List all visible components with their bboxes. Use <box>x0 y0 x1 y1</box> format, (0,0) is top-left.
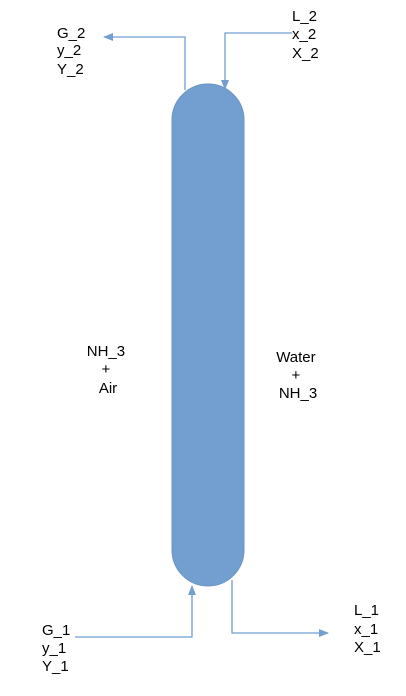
liquid-inlet-label-line: X_2 <box>292 45 319 62</box>
gas-phase-label: NH_3 + Air <box>87 343 130 397</box>
gas-inlet-label-line: y_1 <box>42 640 66 657</box>
liquid-phase-label-line: Water <box>276 349 315 366</box>
liquid-inlet-label-line: x_2 <box>292 26 316 43</box>
liquid-inlet-label-line: L_2 <box>292 8 317 25</box>
gas-outlet-label: G_2 y_2 Y_2 <box>57 25 90 78</box>
liquid-phase-label-line: NH_3 <box>279 385 317 402</box>
gas-inlet-label-line: Y_1 <box>42 658 69 675</box>
liquid-phase-label-line: + <box>292 367 301 384</box>
gas-phase-label-line: NH_3 <box>87 343 125 360</box>
liquid-inlet-label: L_2 x_2 X_2 <box>292 8 321 62</box>
gas-inlet-label: G_1 y_1 Y_1 <box>42 622 75 675</box>
liquid-inlet-line <box>221 32 292 90</box>
gas-phase-label-line: + <box>102 361 111 378</box>
gas-outlet-line <box>103 33 186 90</box>
liquid-outlet-label: L_1 x_1 X_1 <box>354 602 383 656</box>
liquid-outlet-line <box>231 580 329 637</box>
gas-inlet-label-line: G_1 <box>42 622 70 639</box>
liquid-outlet-label-line: X_1 <box>354 639 381 656</box>
gas-phase-label-line: Air <box>99 380 117 397</box>
liquid-outlet-label-line: x_1 <box>354 621 378 638</box>
gas-outlet-label-line: y_2 <box>57 42 81 59</box>
absorption-column <box>171 83 245 587</box>
gas-outlet-label-line: Y_2 <box>57 61 84 78</box>
liquid-phase-label: Water + NH_3 <box>276 349 320 402</box>
liquid-outlet-label-line: L_1 <box>354 602 379 619</box>
gas-outlet-label-line: G_2 <box>57 25 85 42</box>
gas-inlet-line <box>75 585 196 638</box>
